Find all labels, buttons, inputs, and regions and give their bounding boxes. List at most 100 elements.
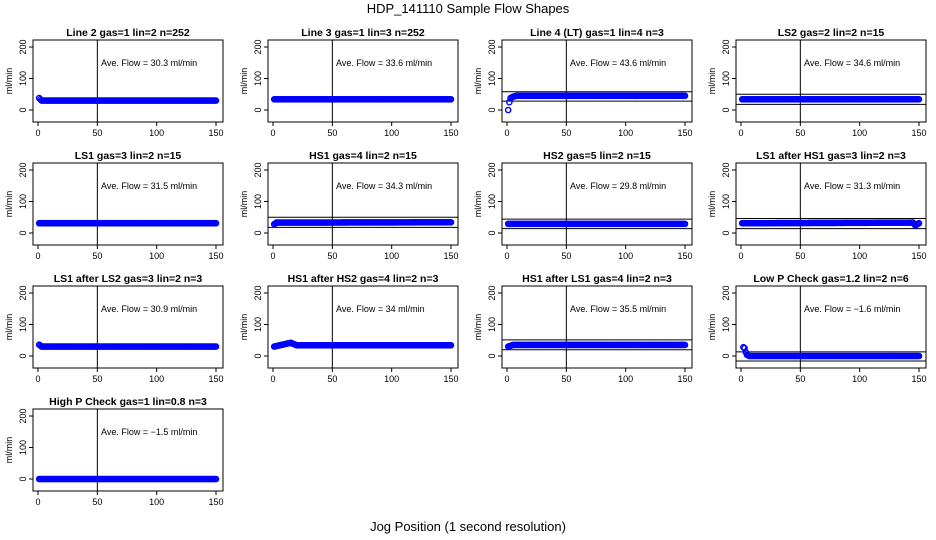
x-tick-label: 150	[677, 251, 692, 261]
x-tick-label: 100	[852, 251, 867, 261]
y-tick-label: 100	[721, 317, 731, 332]
average-flow-annotation: Ave. Flow = 33.6 ml/min	[336, 58, 432, 68]
x-tick-label: 150	[911, 128, 926, 138]
data-point	[212, 219, 220, 227]
x-tick-label: 150	[443, 128, 458, 138]
panel-frame	[32, 408, 224, 492]
y-axis-label: ml/min	[707, 191, 717, 218]
y-axis-label: ml/min	[239, 314, 249, 341]
y-axis-label: ml/min	[239, 191, 249, 218]
data-point	[447, 218, 455, 226]
y-tick-label: 100	[721, 71, 731, 86]
average-flow-annotation: Ave. Flow = 29.8 ml/min	[570, 181, 666, 191]
panel-frame	[735, 39, 927, 123]
data-point	[212, 343, 220, 350]
panel-title: HS2 gas=5 lin=2 n=15	[543, 150, 651, 162]
data-point	[915, 352, 923, 360]
y-tick-label: 0	[18, 476, 28, 481]
x-tick-label: 100	[384, 251, 399, 261]
data-point	[504, 106, 512, 114]
y-axis-label: ml/min	[4, 68, 14, 95]
panel-frame	[32, 285, 224, 369]
y-tick-label: 100	[487, 194, 497, 209]
figure-title: HDP_141110 Sample Flow Shapes	[366, 1, 570, 16]
average-flow-annotation: Ave. Flow = −1.5 ml/min	[101, 427, 197, 437]
average-flow-annotation: Ave. Flow = −1.6 ml/min	[804, 304, 900, 314]
x-tick-label: 100	[149, 374, 164, 384]
y-tick-label: 0	[18, 230, 28, 235]
x-tick-label: 150	[208, 497, 223, 507]
x-tick-label: 0	[35, 374, 40, 384]
y-tick-label: 200	[18, 408, 28, 423]
x-tick-label: 150	[208, 128, 223, 138]
y-tick-label: 100	[18, 194, 28, 209]
y-tick-label: 100	[18, 71, 28, 86]
panel-frame	[267, 39, 459, 123]
x-tick-label: 150	[677, 374, 692, 384]
x-tick-label: 0	[270, 374, 275, 384]
x-tick-label: 100	[618, 128, 633, 138]
x-tick-label: 0	[270, 251, 275, 261]
x-tick-label: 150	[443, 251, 458, 261]
x-tick-label: 0	[35, 128, 40, 138]
y-tick-label: 100	[18, 317, 28, 332]
x-tick-label: 50	[561, 374, 571, 384]
panel-frame	[735, 285, 927, 369]
panel-title: LS2 gas=2 lin=2 n=15	[778, 27, 885, 39]
panel-title: Line 2 gas=1 lin=2 n=252	[66, 27, 190, 39]
x-tick-label: 100	[852, 128, 867, 138]
y-tick-label: 0	[487, 230, 497, 235]
y-tick-label: 100	[721, 194, 731, 209]
x-tick-label: 50	[92, 497, 102, 507]
data-point	[681, 341, 689, 349]
panel-frame	[735, 162, 927, 246]
x-tick-label: 50	[92, 374, 102, 384]
x-tick-label: 50	[795, 251, 805, 261]
y-tick-label: 0	[253, 107, 263, 112]
y-tick-label: 200	[721, 285, 731, 300]
x-tick-label: 100	[852, 374, 867, 384]
y-tick-label: 200	[487, 162, 497, 177]
data-point	[681, 220, 689, 228]
x-tick-label: 100	[149, 128, 164, 138]
y-axis-label: ml/min	[473, 68, 483, 95]
y-tick-label: 200	[253, 285, 263, 300]
y-tick-label: 0	[721, 353, 731, 358]
panel-title: HS1 gas=4 lin=2 n=15	[309, 150, 417, 162]
x-tick-label: 100	[618, 251, 633, 261]
x-tick-label: 150	[208, 374, 223, 384]
panel-title: HS1 after LS1 gas=4 lin=2 n=3	[522, 273, 672, 285]
panel-frame	[501, 162, 693, 246]
x-tick-label: 0	[504, 251, 509, 261]
data-point	[915, 95, 923, 103]
panel-title: Line 4 (LT) gas=1 lin=4 n=3	[530, 27, 664, 39]
x-tick-label: 150	[911, 251, 926, 261]
y-axis-label: ml/min	[4, 191, 14, 218]
data-point	[212, 475, 220, 483]
x-tick-label: 150	[911, 374, 926, 384]
data-point	[447, 341, 455, 349]
x-tick-label: 50	[92, 128, 102, 138]
average-flow-annotation: Ave. Flow = 30.3 ml/min	[101, 58, 197, 68]
y-axis-label: ml/min	[473, 314, 483, 341]
average-flow-annotation: Ave. Flow = 43.6 ml/min	[570, 58, 666, 68]
panel-frame	[501, 39, 693, 123]
y-axis-label: ml/min	[4, 314, 14, 341]
panel-title: HS1 after HS2 gas=4 lin=2 n=3	[288, 273, 439, 285]
y-tick-label: 200	[721, 39, 731, 54]
y-tick-label: 100	[253, 71, 263, 86]
y-tick-label: 100	[253, 194, 263, 209]
x-tick-label: 0	[35, 497, 40, 507]
x-tick-label: 100	[384, 374, 399, 384]
x-tick-label: 0	[270, 128, 275, 138]
data-point	[447, 95, 455, 103]
y-tick-label: 100	[487, 317, 497, 332]
x-tick-label: 150	[208, 251, 223, 261]
y-tick-label: 100	[18, 440, 28, 455]
y-tick-label: 0	[253, 353, 263, 358]
x-tick-label: 50	[92, 251, 102, 261]
y-tick-label: 0	[18, 353, 28, 358]
y-tick-label: 100	[487, 71, 497, 86]
x-tick-label: 100	[149, 497, 164, 507]
